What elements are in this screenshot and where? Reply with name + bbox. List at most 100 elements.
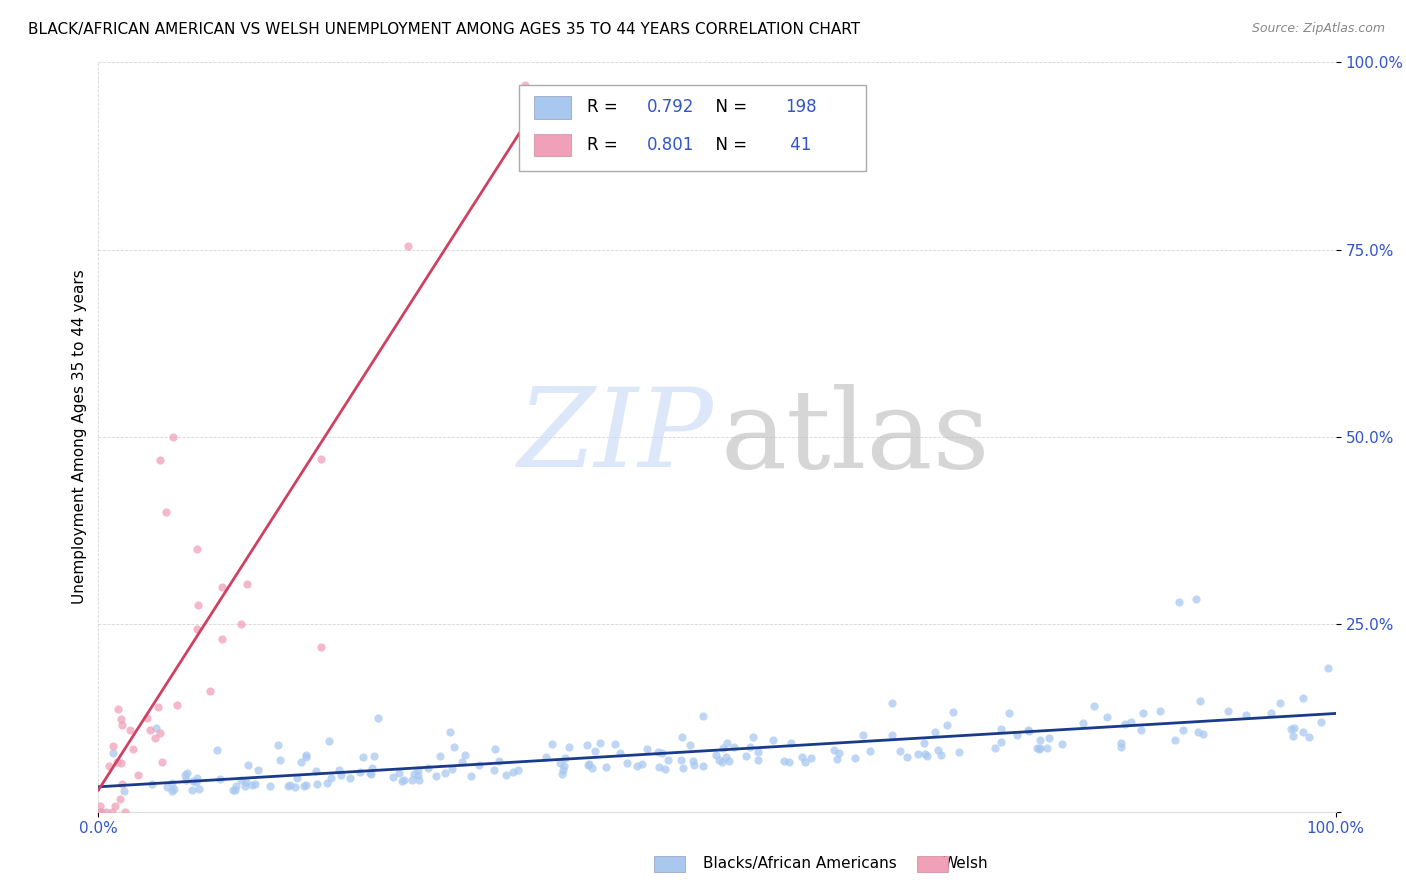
Point — [1216, 704, 1239, 718]
Point — [243, 777, 266, 791]
Point — [236, 758, 259, 772]
Point — [278, 778, 301, 792]
Point — [103, 746, 125, 760]
Point — [718, 754, 741, 768]
Point — [149, 452, 172, 467]
Point — [156, 780, 179, 794]
Point — [150, 755, 173, 769]
Point — [794, 755, 817, 769]
Point — [198, 684, 221, 698]
Point — [460, 769, 482, 783]
Point — [1083, 698, 1105, 713]
Point — [408, 773, 430, 788]
Point — [852, 728, 875, 742]
FancyBboxPatch shape — [519, 85, 866, 171]
Point — [349, 765, 371, 780]
Point — [1017, 723, 1039, 737]
Point — [408, 767, 430, 781]
Point — [328, 764, 350, 778]
Point — [110, 756, 132, 770]
Point — [225, 779, 247, 793]
Point — [575, 738, 598, 752]
Point — [1171, 723, 1194, 738]
Point — [186, 542, 208, 557]
Point — [404, 766, 426, 780]
Point — [631, 756, 654, 771]
Point — [160, 784, 183, 798]
Point — [800, 750, 823, 764]
Point — [1291, 690, 1313, 705]
Point — [747, 752, 769, 766]
Point — [711, 741, 734, 756]
Point — [1268, 696, 1291, 710]
Point — [672, 761, 695, 775]
Point — [714, 749, 737, 764]
Point — [548, 756, 571, 770]
Point — [907, 747, 929, 761]
Point — [416, 761, 439, 775]
Point — [277, 779, 299, 793]
Point — [104, 799, 127, 814]
Point — [186, 775, 208, 789]
Point — [94, 805, 117, 819]
Point — [576, 758, 599, 772]
Point — [98, 759, 121, 773]
Point — [309, 640, 332, 654]
Point — [1029, 733, 1052, 747]
Point — [1291, 724, 1313, 739]
Point — [778, 755, 800, 769]
Point — [101, 739, 124, 753]
Point — [723, 740, 745, 755]
Point — [186, 622, 208, 636]
Point — [454, 747, 477, 762]
Point — [589, 736, 612, 750]
Point — [1114, 717, 1136, 731]
Point — [636, 742, 658, 756]
Point — [295, 749, 318, 764]
Point — [738, 739, 761, 754]
Point — [295, 748, 318, 763]
Point — [174, 773, 197, 788]
Text: 198: 198 — [785, 98, 817, 116]
Point — [406, 763, 429, 777]
Point — [1028, 742, 1050, 756]
Point — [339, 771, 361, 785]
Point — [205, 743, 228, 757]
Point — [107, 702, 129, 716]
Point — [111, 718, 134, 732]
Point — [233, 780, 256, 794]
Point — [89, 798, 111, 813]
Point — [187, 598, 209, 612]
Point — [716, 736, 738, 750]
Point — [914, 747, 936, 762]
Text: atlas: atlas — [721, 384, 990, 491]
Point — [186, 771, 208, 785]
Point — [330, 768, 353, 782]
Text: 0.801: 0.801 — [647, 136, 695, 153]
Point — [367, 711, 389, 725]
Point — [246, 763, 269, 777]
Point — [162, 776, 184, 790]
Point — [1192, 727, 1215, 741]
Point — [1130, 723, 1153, 738]
Point — [108, 791, 131, 805]
Text: Blacks/African Americans: Blacks/African Americans — [703, 856, 897, 871]
Point — [484, 742, 506, 756]
Point — [229, 617, 252, 632]
Point — [711, 755, 734, 769]
Point — [551, 767, 574, 781]
Point — [790, 750, 813, 764]
Point — [747, 745, 769, 759]
Point — [553, 759, 575, 773]
Point — [998, 706, 1021, 721]
Text: 41: 41 — [785, 136, 811, 153]
Point — [163, 782, 186, 797]
Point — [440, 762, 463, 776]
Point — [1281, 729, 1303, 743]
Point — [305, 764, 328, 779]
Point — [188, 782, 211, 797]
Point — [1189, 694, 1212, 708]
Point — [155, 505, 177, 519]
Text: N =: N = — [704, 98, 752, 116]
Point — [1097, 710, 1119, 724]
